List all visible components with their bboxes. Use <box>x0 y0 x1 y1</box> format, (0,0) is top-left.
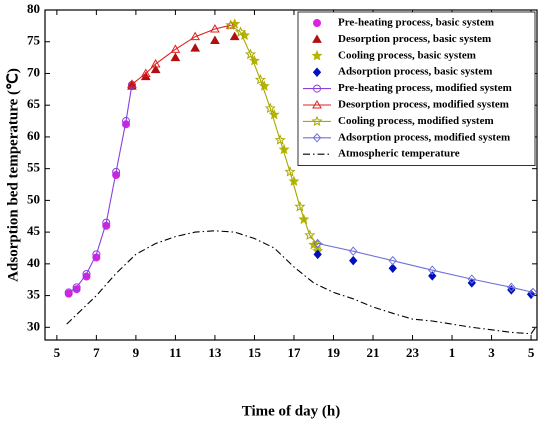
marker <box>264 102 276 114</box>
legend-label: Adsorption process, basic system <box>338 66 492 78</box>
y-tick-label: 65 <box>27 96 41 111</box>
legend-marker <box>311 49 323 61</box>
y-tick-label: 75 <box>27 33 41 48</box>
marker <box>64 288 73 297</box>
legend-label: Cooling process, basic system <box>338 49 476 61</box>
marker <box>122 117 131 126</box>
x-tick-label: 5 <box>528 345 535 360</box>
legend-label: Atmospheric temperature <box>338 148 460 160</box>
legend-box <box>297 11 536 167</box>
marker <box>112 167 121 176</box>
legend-marker <box>312 133 322 143</box>
marker <box>313 238 322 249</box>
x-tick-label: 3 <box>488 345 495 360</box>
x-tick-label: 5 <box>54 345 61 360</box>
y-tick-label: 35 <box>27 287 41 302</box>
marker <box>248 54 260 66</box>
marker <box>428 265 437 275</box>
legend-marker <box>312 34 322 43</box>
marker <box>190 31 201 41</box>
legend-marker <box>313 19 321 27</box>
marker <box>170 52 181 62</box>
marker <box>150 58 161 68</box>
legend-label: Desorption process, modified system <box>338 99 509 111</box>
marker <box>225 20 236 29</box>
y-tick-label: 70 <box>27 64 40 79</box>
marker <box>72 283 81 292</box>
x-tick-label: 17 <box>287 345 301 360</box>
y-tick-label: 55 <box>27 160 41 175</box>
x-tick-label: 7 <box>93 345 100 360</box>
marker <box>428 271 437 281</box>
legend-label: Adsorption process, modified system <box>338 131 510 143</box>
y-tick-label: 30 <box>27 318 40 333</box>
marker <box>258 80 270 91</box>
y-tick-label: 40 <box>27 255 40 270</box>
marker <box>268 108 280 120</box>
marker <box>225 19 237 30</box>
marker <box>190 43 201 52</box>
legend-marker <box>313 84 321 93</box>
y-tick-label: 60 <box>27 128 40 143</box>
series-line <box>317 242 534 293</box>
series-line <box>230 24 319 246</box>
marker <box>528 287 538 298</box>
series-line <box>131 24 231 85</box>
marker <box>102 218 111 227</box>
legend-label: Cooling process, modified system <box>338 115 494 127</box>
marker <box>210 24 220 33</box>
marker <box>235 26 247 37</box>
marker <box>92 250 101 259</box>
marker <box>304 229 316 240</box>
x-tick-label: 9 <box>133 345 140 360</box>
marker <box>244 48 257 60</box>
legend-label: Pre-heating process, basic system <box>338 17 494 29</box>
series-line <box>68 84 133 293</box>
x-tick-label: 19 <box>327 345 341 360</box>
marker <box>349 255 358 266</box>
marker <box>254 73 266 85</box>
y-tick-label: 45 <box>27 223 41 238</box>
marker <box>274 134 286 145</box>
marker <box>507 282 516 293</box>
y-tick-label: 80 <box>27 1 40 16</box>
marker <box>229 31 240 41</box>
legend-marker <box>312 99 322 109</box>
y-axis-label: Adsorption bed temperature (℃) <box>5 68 21 282</box>
marker <box>210 35 220 44</box>
x-tick-label: 1 <box>449 345 456 360</box>
marker <box>467 274 476 284</box>
marker <box>170 44 181 53</box>
marker <box>388 255 397 266</box>
legend-marker <box>312 67 322 77</box>
y-tick-label: 50 <box>27 191 40 206</box>
marker <box>388 263 397 274</box>
marker <box>127 79 137 88</box>
x-tick-label: 11 <box>169 345 181 360</box>
legend-label: Desorption process, basic system <box>338 33 491 45</box>
marker <box>140 68 151 77</box>
x-axis-label: Time of day (h) <box>242 403 340 419</box>
marker <box>288 175 300 187</box>
legend-marker <box>311 115 323 127</box>
x-tick-label: 21 <box>367 345 380 360</box>
series-line <box>66 230 538 335</box>
x-tick-label: 13 <box>208 345 222 360</box>
marker <box>284 165 296 177</box>
marker <box>127 80 136 89</box>
marker <box>150 64 161 74</box>
x-tick-label: 23 <box>406 345 420 360</box>
marker <box>313 249 322 260</box>
marker <box>349 246 358 256</box>
marker <box>294 200 306 212</box>
legend-label: Pre-heating process, modified system <box>338 82 512 94</box>
x-tick-label: 15 <box>248 345 262 360</box>
marker <box>82 270 91 278</box>
plot-frame <box>44 9 538 341</box>
